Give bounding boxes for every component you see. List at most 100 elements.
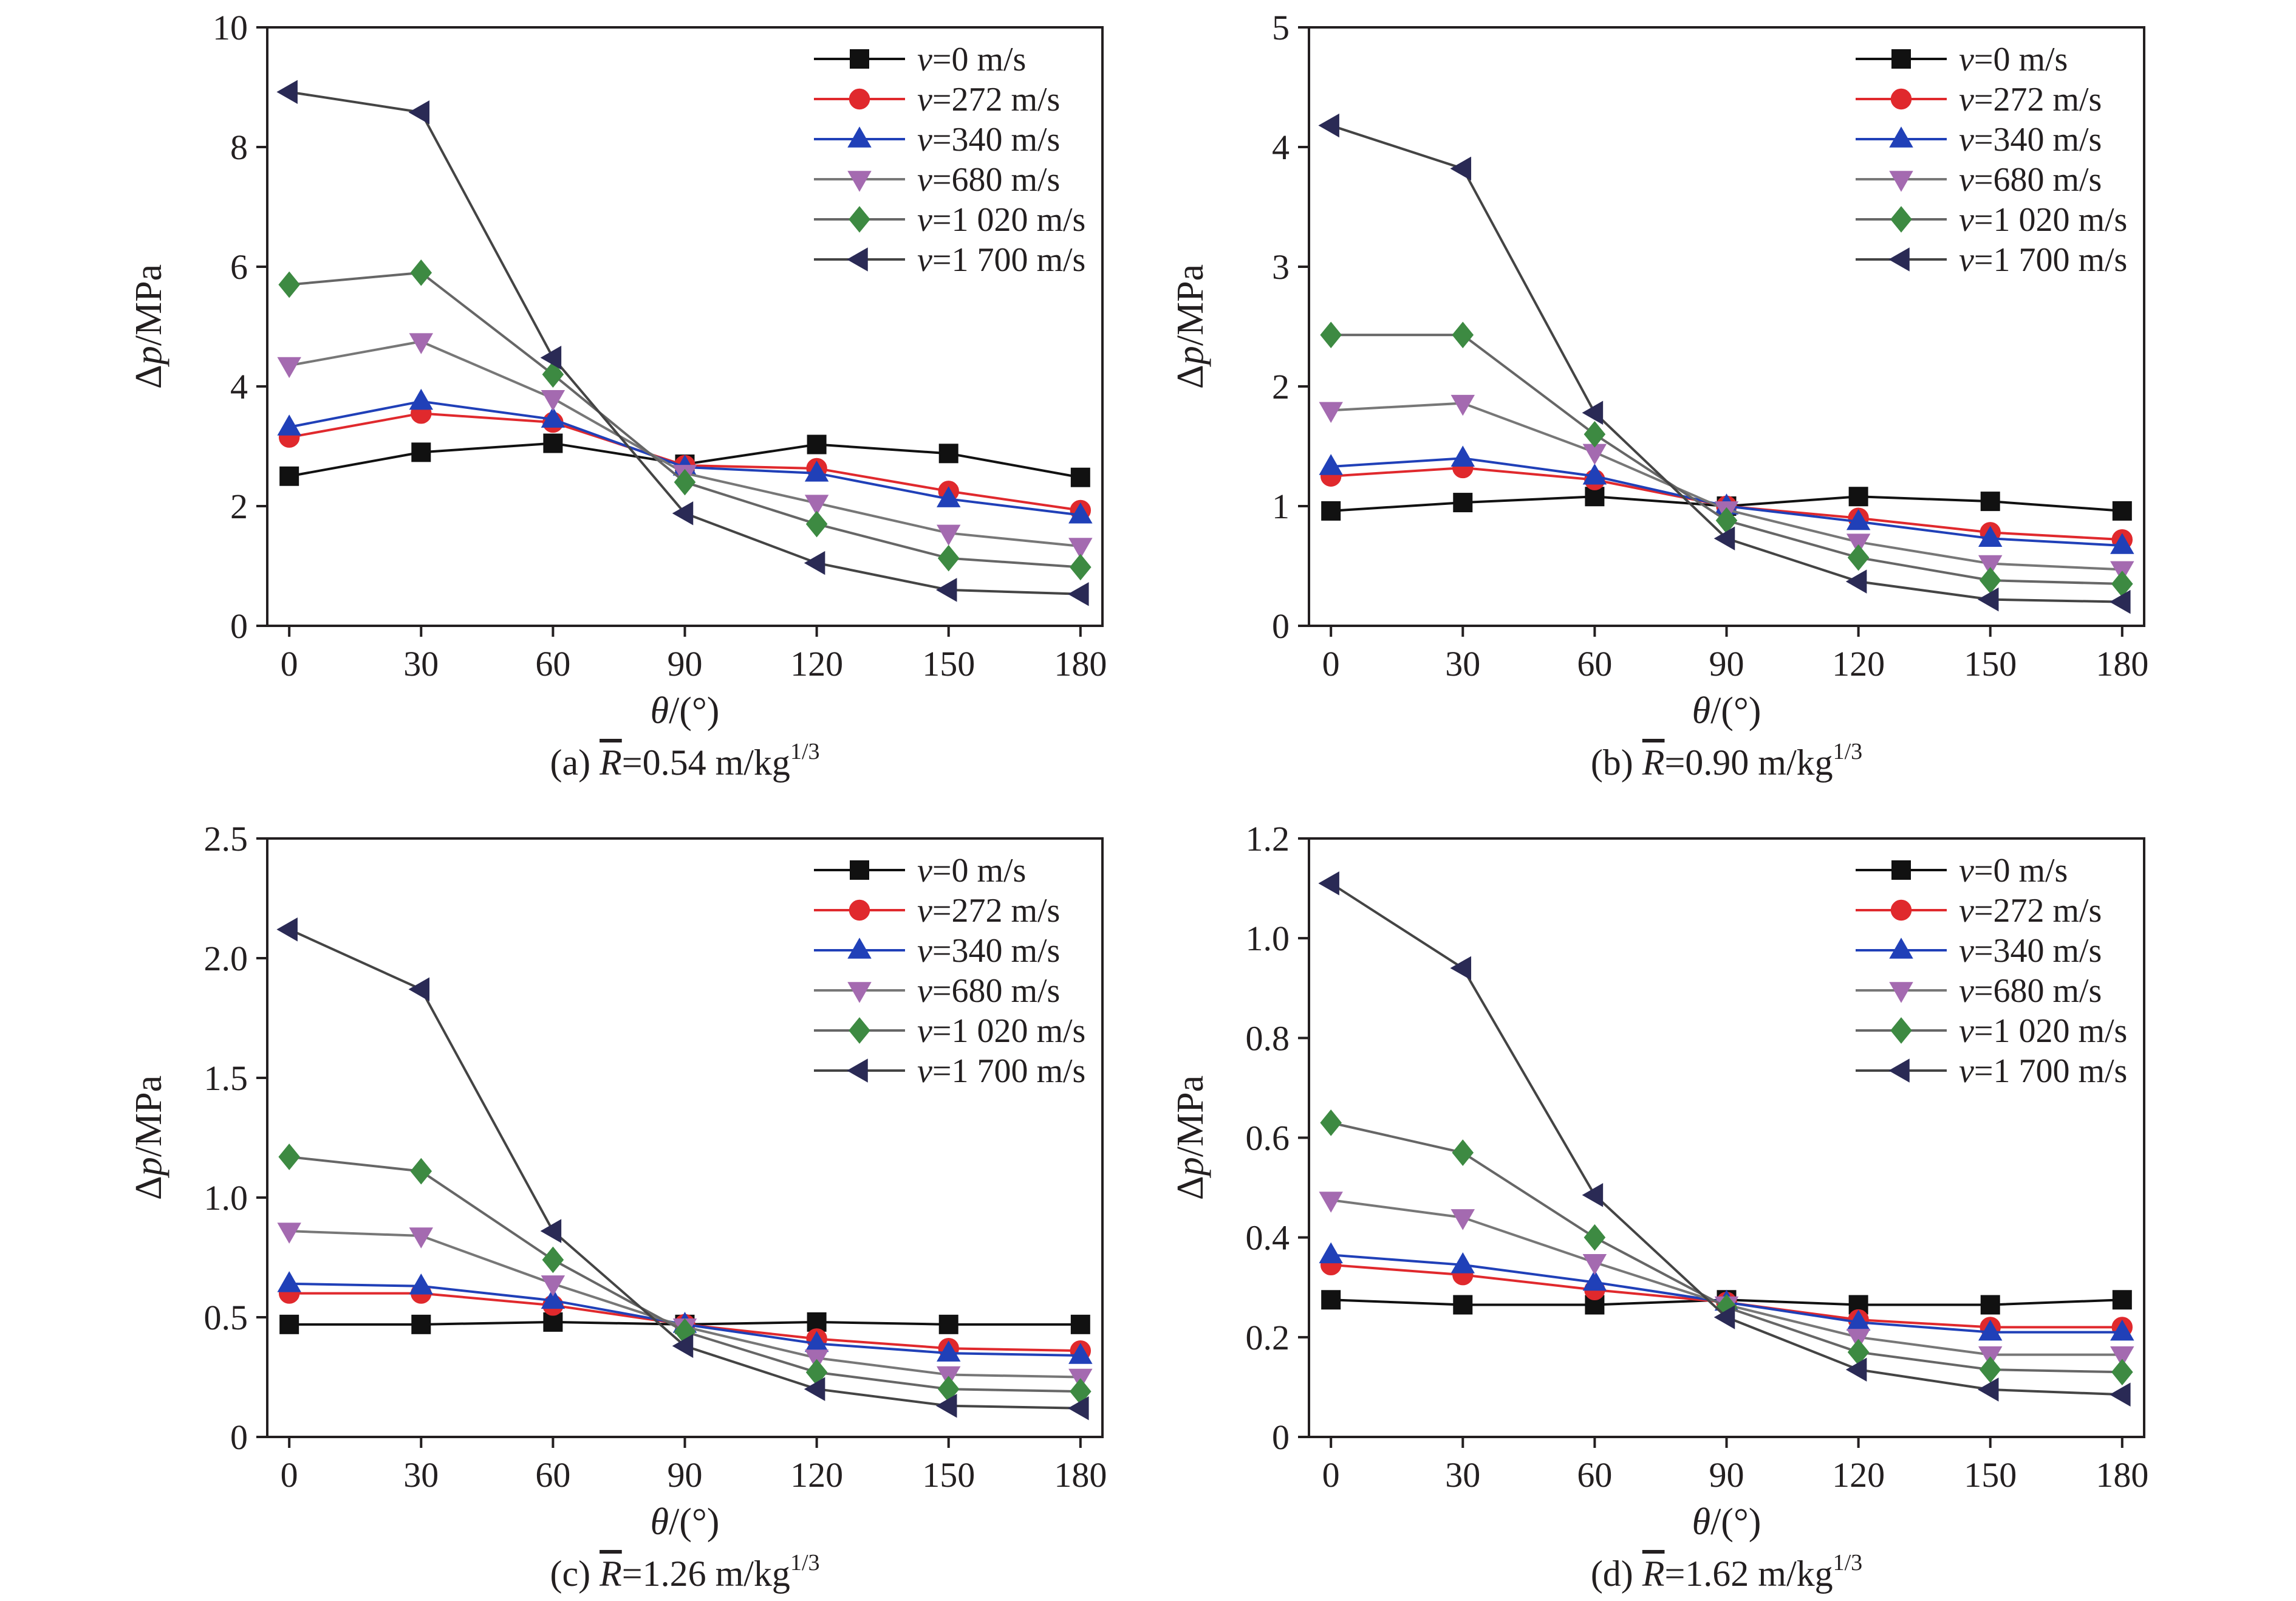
legend-marker-v1020	[1890, 206, 1912, 233]
data-point-v1020	[1847, 544, 1870, 571]
y-tick-label: 0.6	[1246, 1119, 1290, 1158]
data-point-v1700	[2110, 1382, 2131, 1407]
data-point-v680	[277, 1222, 301, 1244]
y-tick-label: 1.2	[1246, 819, 1290, 859]
data-point-v0	[2112, 501, 2132, 521]
legend-marker-v1020	[849, 1017, 870, 1044]
data-point-v340	[936, 1340, 961, 1362]
data-point-v1020	[805, 510, 828, 538]
y-tick-label: 8	[230, 128, 248, 167]
data-point-v0	[1453, 493, 1473, 513]
data-point-v1020	[937, 544, 960, 572]
data-point-v1700	[540, 345, 562, 370]
legend-marker-v272	[1890, 899, 1912, 921]
legend-entry-v1700: v=1 700 m/s	[917, 241, 1085, 279]
y-tick-label: 6	[230, 247, 248, 287]
x-axis-title: θ/(°)	[651, 690, 720, 732]
legend-entry-v0: v=0 m/s	[1959, 41, 2068, 78]
data-point-v680	[541, 389, 565, 411]
y-tick-label: 0	[230, 1418, 248, 1457]
data-point-v680	[936, 524, 961, 546]
data-point-v1020	[542, 1246, 564, 1274]
y-tick-label: 1.0	[204, 1178, 248, 1218]
legend-entry-v1020: v=1 020 m/s	[1959, 1012, 2127, 1050]
data-point-v1020	[1584, 420, 1606, 448]
legend-marker-v680	[1889, 171, 1913, 192]
data-point-v1020	[1452, 321, 1474, 349]
y-tick-label: 0	[1272, 606, 1290, 646]
data-point-v0	[938, 444, 958, 464]
data-point-v0	[411, 1314, 431, 1334]
x-tick-label: 180	[2096, 644, 2148, 684]
data-point-v1700	[408, 100, 430, 125]
panel-caption: (b) R=0.90 m/kg1/3	[1591, 739, 1862, 783]
y-axis-title: Δp/MPa	[128, 1075, 169, 1200]
data-point-v1020	[1584, 1224, 1606, 1251]
data-point-v340	[541, 406, 565, 428]
data-point-v1700	[1713, 1305, 1735, 1329]
data-point-v1700	[672, 1334, 694, 1359]
data-point-v340	[2110, 533, 2134, 554]
legend-entry-v1020: v=1 020 m/s	[917, 201, 1085, 239]
data-point-v680	[409, 333, 434, 354]
data-point-v340	[1846, 509, 1871, 530]
x-tick-label: 150	[922, 644, 975, 684]
x-tick-label: 180	[2096, 1455, 2148, 1495]
series-line-v1020	[1330, 1121, 2122, 1374]
x-tick-label: 30	[403, 644, 439, 684]
legend-entry-v1700: v=1 700 m/s	[1959, 241, 2127, 279]
series-line-v1020	[289, 271, 1081, 569]
data-point-v680	[1450, 1209, 1475, 1230]
data-point-v1700	[276, 917, 298, 942]
y-tick-label: 1	[1272, 487, 1290, 526]
legend-entry-v272: v=272 m/s	[917, 81, 1060, 118]
data-point-v680	[277, 357, 301, 379]
legend-entry-v0: v=0 m/s	[1959, 852, 2068, 890]
legend-marker-v0	[850, 49, 869, 69]
data-point-v1700	[1845, 569, 1867, 594]
data-point-v1700	[276, 80, 298, 105]
data-point-v0	[279, 466, 299, 486]
data-point-v340	[1068, 502, 1093, 524]
x-tick-label: 30	[1445, 1455, 1480, 1495]
data-point-v1020	[1070, 554, 1092, 581]
data-point-v1020	[1979, 1356, 2001, 1383]
data-point-v340	[1068, 1343, 1093, 1364]
legend-entry-v680: v=680 m/s	[917, 972, 1060, 1010]
data-point-v1700	[2110, 589, 2131, 614]
legend-marker-v1700	[847, 247, 868, 272]
data-point-v1700	[1068, 1396, 1089, 1421]
y-axis-title-group: Δp/MPa	[1170, 264, 1211, 389]
y-tick-label: 1.0	[1246, 919, 1290, 958]
data-point-v340	[409, 388, 434, 410]
legend-entry-v680: v=680 m/s	[1959, 161, 2102, 199]
data-point-v1700	[1582, 400, 1604, 425]
y-tick-label: 0.8	[1246, 1018, 1290, 1058]
x-tick-label: 30	[403, 1455, 439, 1495]
data-point-v680	[541, 1275, 565, 1297]
data-point-v1700	[1977, 587, 1999, 612]
x-axis-title: θ/(°)	[1692, 1501, 1761, 1543]
data-point-v0	[411, 442, 431, 462]
data-point-v0	[1070, 1314, 1090, 1334]
legend-marker-v0	[1891, 49, 1911, 69]
x-tick-label: 90	[668, 644, 703, 684]
data-point-v1020	[1320, 1109, 1342, 1136]
y-tick-label: 10	[213, 8, 248, 47]
data-point-v680	[1582, 1253, 1607, 1275]
data-point-v1700	[935, 1394, 957, 1418]
legend-entry-v340: v=340 m/s	[917, 932, 1060, 970]
data-point-v1700	[1450, 956, 1472, 981]
data-point-v1700	[804, 550, 825, 575]
legend-marker-v272	[1890, 88, 1912, 110]
y-axis-title: Δp/MPa	[1170, 264, 1211, 389]
data-point-v1700	[408, 977, 430, 1001]
data-point-v1020	[278, 1143, 300, 1170]
legend-entry-v0: v=0 m/s	[917, 41, 1026, 78]
data-point-v1700	[1318, 113, 1339, 138]
data-point-v1020	[674, 468, 696, 496]
x-tick-label: 120	[790, 1455, 843, 1495]
legend-marker-v272	[849, 899, 870, 921]
legend-marker-v340	[1889, 126, 1913, 148]
